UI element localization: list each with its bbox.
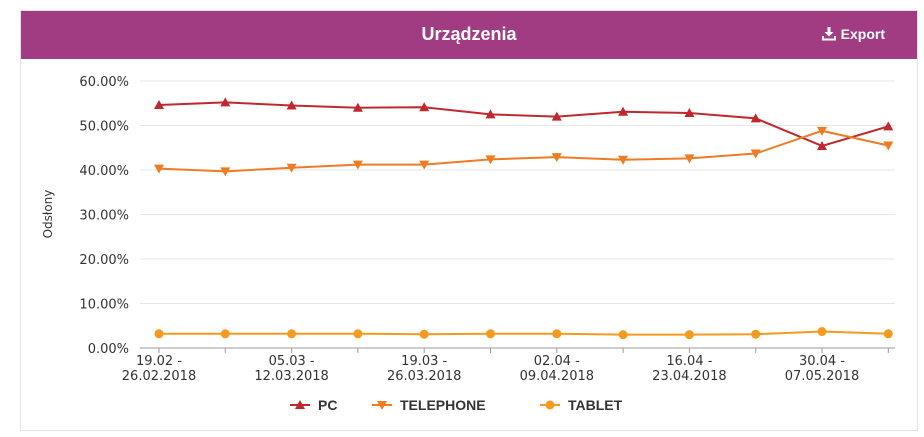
y-tick-label: 60.00% [79, 75, 129, 90]
data-point-tablet [552, 329, 562, 339]
legend-marker [545, 400, 555, 410]
series-line-pc [158, 101, 889, 148]
y-axis-label: Odsłony [41, 190, 55, 239]
download-icon [821, 27, 837, 41]
legend-label: PC [318, 397, 337, 413]
data-point-telephone [419, 160, 430, 170]
data-point-pc [419, 102, 430, 112]
data-point-pc [286, 100, 297, 110]
data-point-tablet [419, 329, 429, 339]
x-tick-label: 12.03.2018 [254, 369, 328, 384]
data-point-telephone [551, 153, 562, 163]
data-point-tablet [353, 329, 363, 339]
data-point-telephone [684, 154, 695, 164]
data-point-telephone [352, 160, 363, 170]
x-tick-label: 26.03.2018 [387, 369, 461, 384]
data-point-telephone [883, 141, 894, 151]
data-point-telephone [286, 163, 297, 173]
data-point-telephone [220, 167, 231, 177]
x-tick-label: 19.03 - [401, 354, 447, 369]
y-tick-label: 20.00% [79, 253, 129, 268]
export-button[interactable]: Export [821, 26, 885, 42]
data-point-tablet [751, 329, 761, 339]
chart-title: Urządzenia [421, 24, 517, 44]
series-line-tablet [159, 330, 889, 336]
y-tick-label: 0.00% [88, 342, 129, 357]
data-point-tablet [817, 327, 827, 337]
data-point-tablet [883, 329, 893, 339]
data-point-pc [618, 106, 629, 116]
data-point-pc [352, 102, 363, 112]
data-point-tablet [618, 330, 628, 340]
x-tick-label: 19.02 - [136, 354, 182, 369]
data-point-pc [684, 108, 695, 118]
y-tick-label: 30.00% [79, 209, 129, 224]
data-point-telephone [817, 126, 827, 136]
x-tick-label: 30.04 - [799, 354, 845, 369]
x-tick-label: 23.04.2018 [652, 369, 726, 384]
legend-label: TABLET [568, 397, 623, 413]
legend-marker [295, 400, 305, 409]
x-tick-label: 26.02.2018 [122, 369, 196, 384]
y-tick-label: 50.00% [79, 120, 129, 135]
series-line-telephone [158, 129, 889, 173]
data-point-tablet [287, 329, 297, 339]
x-tick-label: 07.05.2018 [785, 369, 859, 384]
data-point-pc [551, 111, 562, 121]
y-tick-label: 10.00% [79, 298, 129, 313]
data-point-pc [883, 121, 894, 131]
export-label: Export [840, 26, 885, 42]
data-point-pc [220, 97, 231, 107]
data-point-telephone [485, 155, 496, 165]
card-header: Urządzenia Export [21, 11, 917, 59]
data-point-tablet [220, 329, 230, 339]
data-point-pc [154, 100, 164, 110]
x-tick-label: 16.04 - [666, 354, 712, 369]
data-point-pc [750, 113, 761, 123]
devices-chart-card: Urządzenia Export [20, 10, 918, 431]
x-tick-label: 02.04 - [534, 354, 580, 369]
legend-marker [377, 401, 387, 410]
data-point-pc [817, 140, 827, 150]
y-tick-label: 40.00% [79, 164, 129, 179]
data-point-telephone [154, 164, 164, 174]
x-tick-label: 05.03 - [269, 354, 315, 369]
data-point-tablet [154, 329, 164, 339]
data-point-tablet [486, 329, 495, 339]
data-point-telephone [750, 149, 761, 159]
data-point-tablet [684, 330, 694, 340]
legend-label: TELEPHONE [400, 397, 486, 413]
x-tick-label: 09.04.2018 [520, 369, 594, 384]
data-point-telephone [618, 155, 629, 165]
data-point-pc [485, 109, 496, 119]
